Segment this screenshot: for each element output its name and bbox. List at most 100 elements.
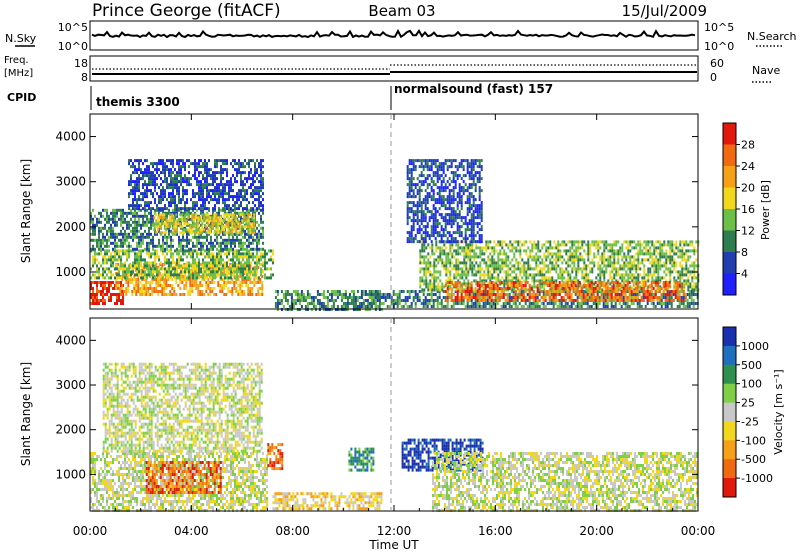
power-echo-cell-3 [126, 244, 128, 248]
power-echo-cell-8 [539, 273, 542, 277]
power-echo-cell-8 [423, 282, 426, 286]
power-echo-cell-4 [182, 192, 184, 196]
power-echo-cell-4 [240, 189, 242, 193]
power-echo-cell-7 [510, 290, 513, 293]
power-echo-cell-4 [130, 180, 132, 184]
power-echo-cell-4 [200, 159, 202, 163]
power-echo-cell-3 [98, 247, 100, 251]
power-echo-cell-7 [586, 302, 589, 305]
power-echo-cell-4 [144, 168, 146, 172]
power-echo-cell-8 [427, 285, 430, 289]
power-echo-cell-3 [134, 235, 136, 239]
power-echo-cell-4 [172, 165, 174, 169]
power-echo-cell-5 [217, 228, 220, 232]
power-echo-cell-7 [412, 299, 415, 302]
power-echo-cell-8 [571, 270, 574, 274]
power-echo-cell-7 [544, 305, 547, 308]
power-echo-cell-3 [130, 211, 132, 215]
power-echo-cell-4 [146, 189, 148, 193]
power-echo-cell-1 [163, 290, 166, 293]
power-echo-cell-3 [134, 247, 136, 251]
power-echo-cell-3 [228, 235, 230, 239]
power-echo-cell-8 [489, 279, 492, 283]
power-echo-cell-4 [198, 198, 200, 202]
power-echo-cell-8 [569, 249, 572, 253]
power-echo-cell-8 [479, 267, 482, 271]
power-echo-cell-4 [146, 183, 148, 187]
power-echo-cell-7 [560, 305, 563, 308]
power-echo-cell-8 [597, 279, 600, 283]
power-echo-cell-7 [618, 302, 621, 305]
power-echo-cell-4 [228, 183, 230, 187]
power-echo-cell-3 [98, 238, 100, 242]
power-echo-cell-3 [164, 241, 166, 245]
power-echo-cell-8 [419, 279, 422, 283]
power-echo-cell-8 [495, 276, 498, 280]
power-echo-cell-4 [128, 183, 130, 187]
power-echo-cell-1 [161, 263, 164, 266]
power-echo-cell-8 [603, 264, 606, 268]
power-echo-cell-7 [532, 302, 535, 305]
power-echo-cell-8 [515, 279, 518, 283]
power-echo-cell-1 [235, 263, 238, 266]
power-echo-cell-2 [170, 255, 172, 259]
power-echo-cell-5 [169, 219, 172, 223]
power-echo-cell-5 [195, 231, 198, 235]
power-echo-cell-8 [487, 264, 490, 268]
power-echo-cell-8 [513, 288, 516, 292]
power-echo-cell-8 [611, 270, 614, 274]
power-echo-cell-3 [252, 247, 254, 251]
power-echo-cell-7 [432, 299, 435, 302]
power-echo-cell-4 [258, 204, 260, 208]
power-echo-cell-4 [160, 195, 162, 199]
power-echo-cell-3 [116, 223, 118, 227]
power-echo-cell-2 [102, 255, 104, 259]
power-echo-cell-0 [112, 281, 114, 284]
power-echo-cell-3 [236, 211, 238, 215]
power-echo-cell-4 [248, 201, 250, 205]
power-echo-cell-2 [194, 267, 196, 271]
power-echo-cell-8 [591, 261, 594, 265]
power-echo-cell-3 [110, 217, 112, 221]
power-echo-cell-8 [449, 273, 452, 277]
power-echo-cell-2 [204, 264, 206, 268]
power-echo-cell-7 [660, 296, 663, 299]
power-echo-cell-6 [300, 293, 303, 296]
power-echo-cell-6 [284, 296, 287, 299]
power-echo-cell-8 [471, 246, 474, 250]
power-echo-cell-4 [208, 201, 210, 205]
power-echo-cell-8 [577, 267, 580, 271]
power-echo-cell-4 [146, 171, 148, 175]
power-echo-cell-4 [198, 174, 200, 178]
power-echo-cell-1 [231, 281, 234, 284]
power-echo-cell-3 [138, 220, 140, 224]
power-echo-cell-4 [168, 195, 170, 199]
power-echo-cell-3 [114, 241, 116, 245]
power-echo-cell-8 [435, 264, 438, 268]
power-echo-cell-6 [294, 293, 297, 296]
power-echo-cell-8 [525, 252, 528, 256]
power-echo-cell-4 [200, 171, 202, 175]
power-echo-cell-4 [246, 177, 248, 181]
power-echo-cell-3 [110, 211, 112, 215]
power-echo-cell-8 [521, 264, 524, 268]
power-echo-cell-5 [191, 225, 194, 229]
power-echo-cell-8 [447, 267, 450, 271]
power-echo-cell-4 [182, 165, 184, 169]
power-echo-cell-4 [244, 189, 246, 193]
power-echo-cell-1 [177, 266, 180, 269]
power-echo-cell-7 [382, 302, 385, 305]
power-echo-cell-1 [157, 272, 160, 275]
power-echo-cell-3 [102, 235, 104, 239]
power-echo-cell-8 [589, 243, 592, 247]
power-echo-cell-4 [198, 180, 200, 184]
power-echo-cell-8 [421, 288, 424, 292]
power-echo-cell-2 [226, 249, 228, 253]
power-echo-cell-3 [260, 247, 262, 251]
power-echo-cell-7 [444, 305, 447, 308]
power-echo-cell-8 [567, 273, 570, 277]
power-echo-cell-2 [152, 273, 154, 277]
power-echo-cell-3 [148, 247, 150, 251]
power-echo-cell-3 [148, 211, 150, 215]
power-echo-cell-8 [575, 249, 578, 253]
